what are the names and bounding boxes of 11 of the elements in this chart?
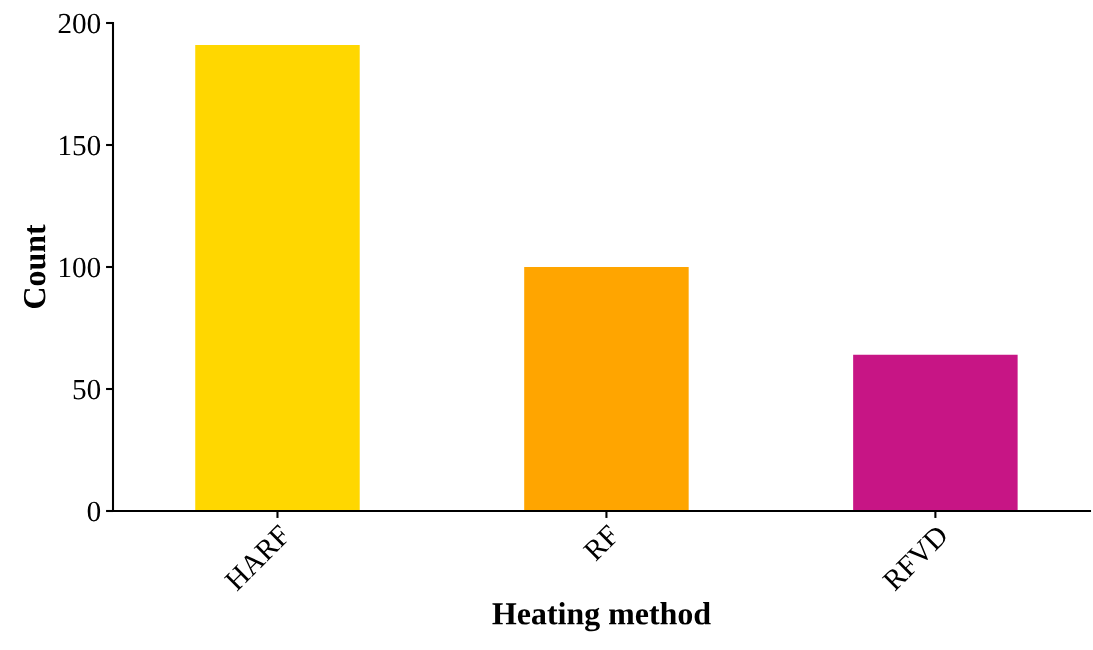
y-axis-title: Count [23, 224, 46, 309]
y-tick-label: 50 [73, 379, 101, 400]
bar [195, 44, 360, 511]
y-tick-label: 100 [60, 257, 101, 278]
bar [524, 267, 689, 511]
x-axis-title: Heating method [492, 602, 711, 632]
y-tick-label: 150 [60, 135, 101, 156]
x-tick-label: RF [582, 524, 620, 562]
bar [853, 354, 1018, 511]
y-tick-label: 0 [87, 501, 101, 522]
y-tick-label: 200 [58, 13, 101, 34]
